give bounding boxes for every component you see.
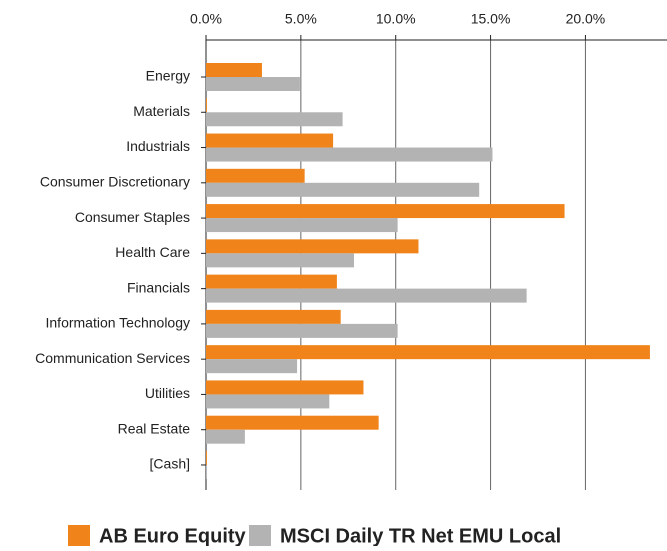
y-tick-label: Financials bbox=[127, 279, 190, 295]
bar bbox=[206, 429, 245, 444]
legend-label: AB Euro Equity bbox=[99, 525, 247, 546]
y-tick-label: Industrials bbox=[126, 138, 190, 154]
y-tick-label: Real Estate bbox=[118, 420, 191, 436]
bar bbox=[206, 63, 262, 77]
legend-swatch bbox=[68, 525, 90, 547]
x-tick-label: 15.0% bbox=[471, 11, 511, 27]
y-tick-label: Utilities bbox=[145, 385, 190, 401]
bar bbox=[206, 323, 398, 338]
bar bbox=[206, 253, 354, 268]
x-tick-label: 20.0% bbox=[566, 11, 606, 27]
y-tick-label: [Cash] bbox=[150, 456, 190, 472]
bar bbox=[206, 415, 379, 430]
bar bbox=[206, 464, 207, 479]
y-tick-label: Communication Services bbox=[35, 350, 190, 366]
y-tick-label: Energy bbox=[146, 68, 190, 84]
bar bbox=[206, 168, 305, 183]
bar bbox=[206, 218, 398, 233]
bar bbox=[206, 309, 341, 324]
bar bbox=[206, 182, 480, 197]
y-tick-label: Health Care bbox=[115, 244, 190, 260]
y-tick-label: Consumer Discretionary bbox=[40, 174, 190, 190]
y-tick-label: Consumer Staples bbox=[75, 209, 190, 225]
bar bbox=[206, 288, 527, 303]
x-tick-label: 10.0% bbox=[376, 11, 416, 27]
bar bbox=[206, 394, 330, 409]
bar bbox=[206, 345, 650, 360]
bar bbox=[206, 380, 364, 395]
x-tick-label: 0.0% bbox=[190, 11, 222, 27]
bar bbox=[206, 239, 419, 254]
bar bbox=[206, 204, 565, 219]
x-tick-label: 5.0% bbox=[285, 11, 317, 27]
bar bbox=[206, 274, 337, 289]
bar bbox=[206, 133, 334, 148]
bar bbox=[206, 112, 343, 127]
bar bbox=[206, 147, 493, 162]
legend-swatch bbox=[249, 525, 271, 547]
bar bbox=[206, 450, 207, 465]
y-tick-label: Materials bbox=[133, 103, 190, 119]
bar bbox=[206, 77, 300, 91]
bar bbox=[206, 359, 298, 374]
y-tick-label: Information Technology bbox=[46, 315, 191, 331]
bar bbox=[206, 98, 207, 113]
legend-label: MSCI Daily TR Net EMU Local bbox=[280, 525, 561, 546]
